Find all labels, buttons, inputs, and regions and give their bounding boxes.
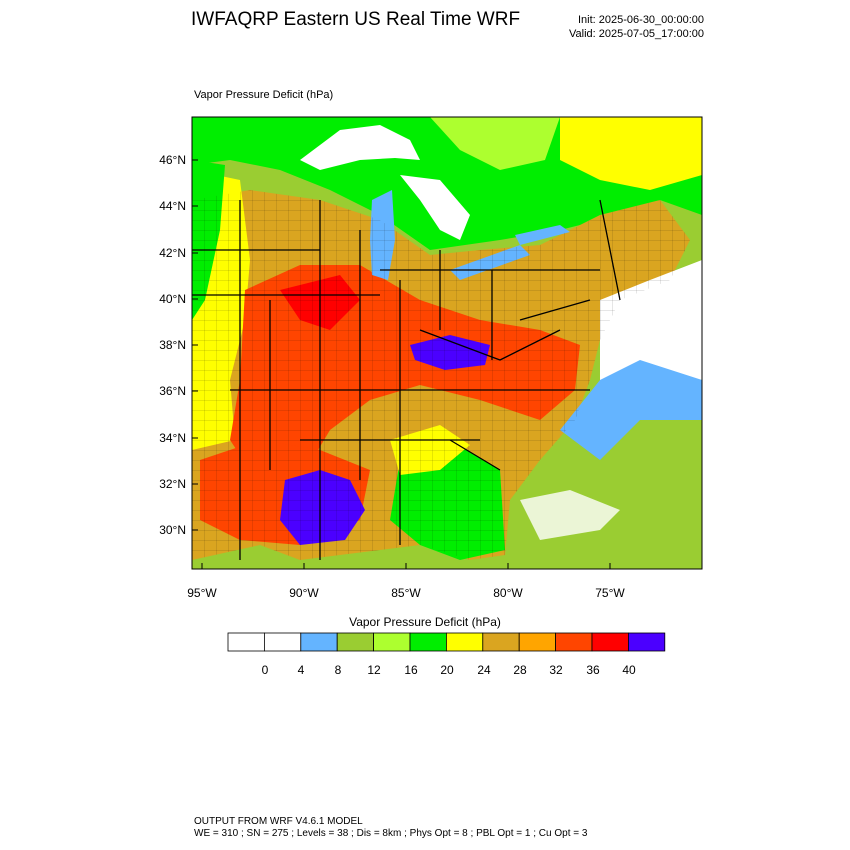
lat-label-42: 42°N: [159, 246, 186, 260]
colorbar-box: [227, 632, 265, 652]
colorbar-box: [263, 632, 302, 652]
lat-label-34: 34°N: [159, 431, 186, 445]
cb-tick-28: 28: [513, 663, 527, 677]
cb-tick-20: 20: [440, 663, 454, 677]
colorbar-box: [409, 632, 447, 652]
init-time: Init: 2025-06-30_00:00:00: [578, 14, 704, 26]
colorbar-box: [336, 632, 375, 652]
colorbar: [227, 632, 666, 652]
colorbar-box: [373, 632, 411, 652]
lat-label-38: 38°N: [159, 338, 186, 352]
canada-yellow: [560, 117, 702, 190]
cb-tick-32: 32: [549, 663, 563, 677]
lat-label-40: 40°N: [159, 292, 186, 306]
page-title: IWFAQRP Eastern US Real Time WRF: [191, 9, 521, 30]
colorbar-box: [518, 632, 557, 652]
atlantic-blue: [560, 360, 702, 460]
colorbar-ticks: 0 4 8 12 16 20 24 28 32 36 40: [262, 663, 636, 677]
lat-label-46: 46°N: [159, 153, 186, 167]
footer-line-1: OUTPUT FROM WRF V4.6.1 MODEL: [194, 816, 363, 827]
colorbar-box: [628, 632, 666, 652]
lake-superior: [300, 125, 420, 170]
cb-tick-36: 36: [586, 663, 600, 677]
lat-label-30: 30°N: [159, 523, 186, 537]
lat-label-44: 44°N: [159, 199, 186, 213]
colorbar-box: [300, 632, 338, 652]
canada-lightgreen: [430, 117, 560, 170]
colorbar-box: [482, 632, 520, 652]
lon-label-75: 75°W: [595, 586, 625, 600]
cb-tick-8: 8: [335, 663, 342, 677]
cb-tick-24: 24: [477, 663, 491, 677]
lake-ontario: [515, 225, 570, 245]
model-footer: OUTPUT FROM WRF V4.6.1 MODEL WE = 310 ; …: [194, 816, 587, 840]
cb-tick-0: 0: [262, 663, 269, 677]
colorbar-box: [445, 632, 484, 652]
cb-tick-4: 4: [298, 663, 305, 677]
atlantic-white-south: [520, 490, 620, 540]
lat-label-36: 36°N: [159, 384, 186, 398]
valid-time: Valid: 2025-07-05_17:00:00: [569, 28, 704, 40]
timestamps: Init: 2025-06-30_00:00:00 Valid: 2025-07…: [569, 13, 704, 41]
colorbar-box: [555, 632, 593, 652]
lake-huron: [400, 175, 470, 240]
lon-label-85: 85°W: [391, 586, 421, 600]
state-borders: [192, 199, 621, 560]
lat-ticks: [192, 159, 611, 569]
lon-label-80: 80°W: [493, 586, 523, 600]
lon-label-95: 95°W: [187, 586, 217, 600]
footer-line-2: WE = 310 ; SN = 275 ; Levels = 38 ; Dis …: [194, 828, 588, 839]
cb-tick-12: 12: [367, 663, 381, 677]
cb-tick-16: 16: [404, 663, 418, 677]
county-grid: [192, 190, 690, 560]
lat-label-32: 32°N: [159, 477, 186, 491]
map-variable-label: Vapor Pressure Deficit (hPa): [194, 89, 334, 101]
map-field: [192, 117, 702, 569]
cb-tick-40: 40: [622, 663, 636, 677]
lon-label-90: 90°W: [289, 586, 319, 600]
colorbar-box: [591, 632, 629, 652]
map-frame: [191, 116, 703, 570]
colorbar-title: Vapor Pressure Deficit (hPa): [349, 615, 501, 629]
